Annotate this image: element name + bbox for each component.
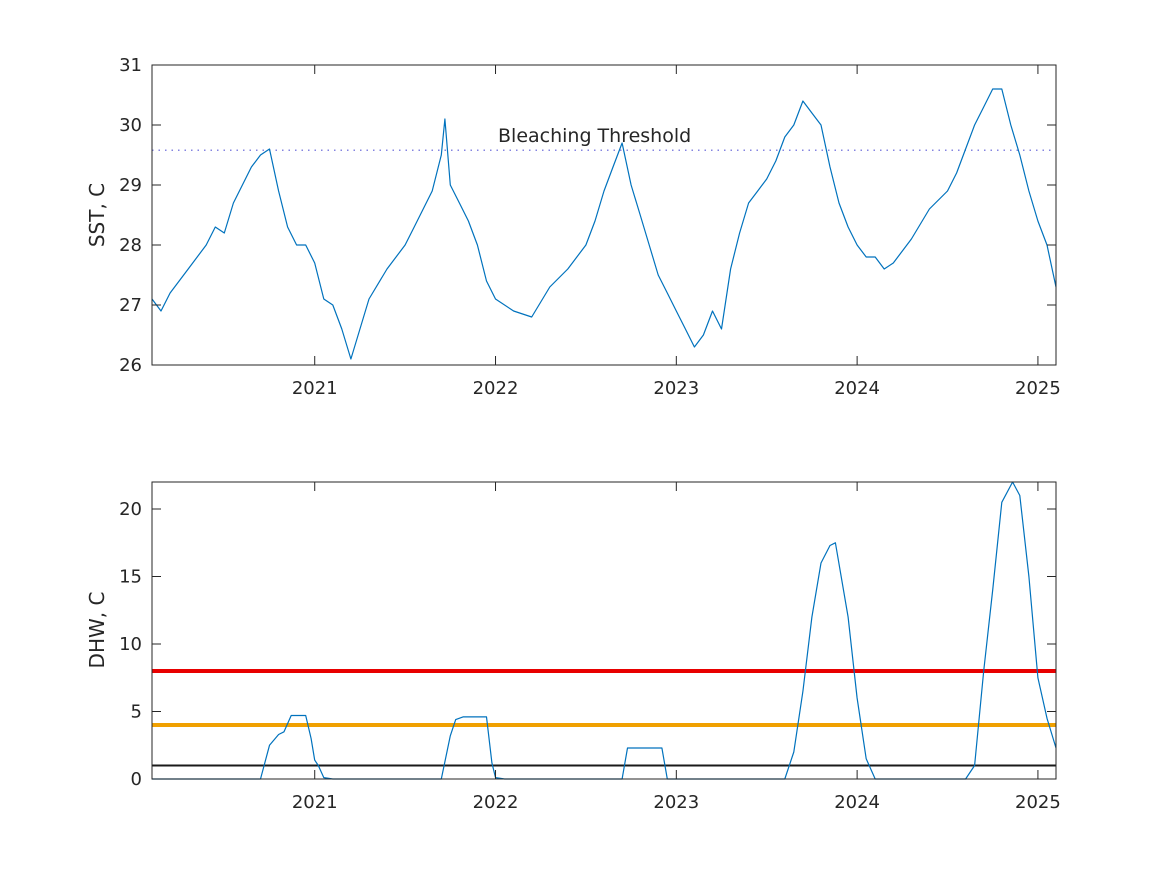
dhw-y-tick-label: 15 — [119, 567, 142, 588]
dhw-y-tick-label: 10 — [119, 634, 142, 655]
dhw-series-group — [152, 481, 1057, 780]
dhw-y-tick-label: 0 — [131, 769, 142, 790]
sst-axes: 2021 2022 2023 2024 2025 26 27 28 29 30 31 Bleachi… — [85, 55, 1061, 399]
sst-y-axis-label: SST, C — [85, 183, 109, 247]
sst-y-tick-label: 31 — [119, 55, 142, 76]
dhw-series-line — [152, 481, 1057, 780]
sst-series-group — [151, 88, 1057, 360]
sst-x-tick-label: 2025 — [1015, 378, 1061, 399]
dhw-y-tick-label: 5 — [131, 702, 142, 723]
dhw-axes-box — [151, 481, 1057, 780]
sst-y-tick-label: 27 — [119, 295, 142, 316]
dhw-ticks-group: 2021 2022 2023 2024 2025 0 5 10 15 20 — [119, 482, 1061, 813]
sst-plot-area — [152, 65, 1056, 365]
dhw-plot-area — [152, 482, 1056, 779]
sst-y-tick-label: 30 — [119, 115, 142, 136]
sst-y-tick-label: 26 — [119, 355, 142, 376]
dhw-y-axis-label: DHW, C — [85, 592, 109, 669]
sst-series-line — [151, 88, 1057, 360]
dhw-reference-lines-group — [152, 669, 1056, 767]
sst-axes-box — [151, 64, 1057, 366]
bleaching-threshold-label: Bleaching Threshold — [498, 125, 691, 147]
dhw-axes: 2021 2022 2023 2024 2025 0 5 10 15 20 DHW, C — [85, 481, 1061, 813]
dhw-y-tick-label: 20 — [119, 499, 142, 520]
sst-y-tick-label: 29 — [119, 175, 142, 196]
dhw-x-tick-label: 2023 — [653, 792, 699, 813]
sst-x-tick-label: 2021 — [292, 378, 338, 399]
sst-x-tick-label: 2024 — [834, 378, 880, 399]
dhw-x-tick-label: 2025 — [1015, 792, 1061, 813]
dhw-x-tick-label: 2024 — [834, 792, 880, 813]
sst-y-tick-label: 28 — [119, 235, 142, 256]
sst-x-tick-label: 2023 — [653, 378, 699, 399]
sst-x-tick-label: 2022 — [473, 378, 519, 399]
dhw-x-tick-label: 2021 — [292, 792, 338, 813]
dhw-x-tick-label: 2022 — [473, 792, 519, 813]
